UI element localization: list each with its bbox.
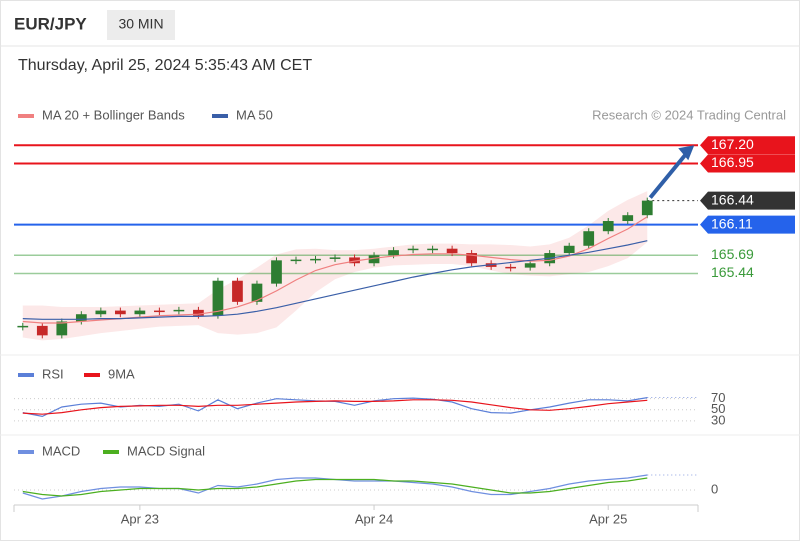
candle	[173, 309, 185, 312]
candle	[232, 280, 243, 302]
legend-swatch	[103, 450, 119, 454]
legend-label: MA 20 + Bollinger Bands	[42, 107, 185, 122]
level-tag	[700, 136, 795, 155]
interval-box[interactable]	[107, 10, 175, 40]
y-tick-label: 0	[711, 481, 718, 496]
y-tick-label: 70	[711, 390, 725, 405]
candle	[524, 263, 536, 268]
candle	[602, 221, 614, 232]
legend-label: MACD Signal	[127, 443, 205, 458]
candle	[641, 200, 653, 216]
legend-swatch	[18, 450, 34, 454]
candle	[368, 255, 380, 264]
indicator-line	[22, 399, 648, 415]
candle	[290, 259, 302, 262]
x-tick-label: Apr 23	[121, 511, 159, 526]
legend-label: MACD	[42, 443, 80, 458]
x-tick-label: Apr 25	[589, 511, 627, 526]
candle	[583, 231, 595, 246]
candle	[193, 309, 204, 316]
level-label: 165.69	[711, 246, 754, 262]
y-tick-label: 30	[711, 412, 725, 427]
level-label: 165.44	[711, 264, 754, 280]
interval[interactable]: 30 MIN	[118, 16, 163, 32]
projection-arrowhead	[678, 145, 695, 161]
candle	[310, 258, 321, 261]
y-tick-label: 50	[711, 401, 725, 416]
level-label: 167.20	[711, 136, 754, 152]
candle	[505, 266, 517, 269]
level-tag	[700, 191, 795, 210]
candle	[212, 280, 224, 316]
candle	[466, 253, 477, 264]
legend-label: MA 50	[236, 107, 273, 122]
timestamp: Thursday, April 25, 2024 5:35:43 AM CET	[18, 57, 312, 74]
candle	[446, 248, 458, 254]
candle	[75, 314, 87, 322]
candle	[56, 321, 68, 336]
symbol: EUR/JPY	[14, 14, 87, 33]
candle	[271, 260, 282, 284]
level-tag	[700, 215, 795, 234]
candle	[388, 250, 399, 256]
legend-label: RSI	[42, 366, 64, 381]
legend-swatch	[18, 373, 34, 377]
level-tag	[700, 154, 795, 173]
candle	[17, 325, 29, 328]
x-tick-label: Apr 24	[355, 511, 393, 526]
level-label: 166.44	[711, 191, 754, 207]
legend-swatch	[84, 373, 100, 377]
indicator-line	[22, 477, 648, 497]
legend-label: 9MA	[108, 366, 135, 381]
candle	[329, 257, 341, 259]
candle	[134, 310, 146, 315]
attribution: Research © 2024 Trading Central	[592, 107, 786, 122]
legend-swatch	[18, 114, 34, 118]
ma-line	[22, 240, 648, 320]
candle	[95, 310, 107, 315]
level-label: 166.11	[711, 215, 753, 231]
indicator-line	[22, 474, 648, 500]
candle	[407, 248, 419, 251]
candle	[427, 248, 438, 251]
projection-arrow	[648, 150, 690, 199]
candle	[563, 245, 575, 254]
level-label: 166.95	[711, 154, 754, 170]
candle	[114, 310, 126, 315]
candle	[622, 215, 634, 222]
candle	[36, 325, 48, 336]
bollinger-band	[22, 191, 648, 341]
candle	[251, 283, 263, 302]
candle	[154, 310, 165, 313]
legend-swatch	[212, 114, 228, 118]
candle	[349, 257, 360, 264]
